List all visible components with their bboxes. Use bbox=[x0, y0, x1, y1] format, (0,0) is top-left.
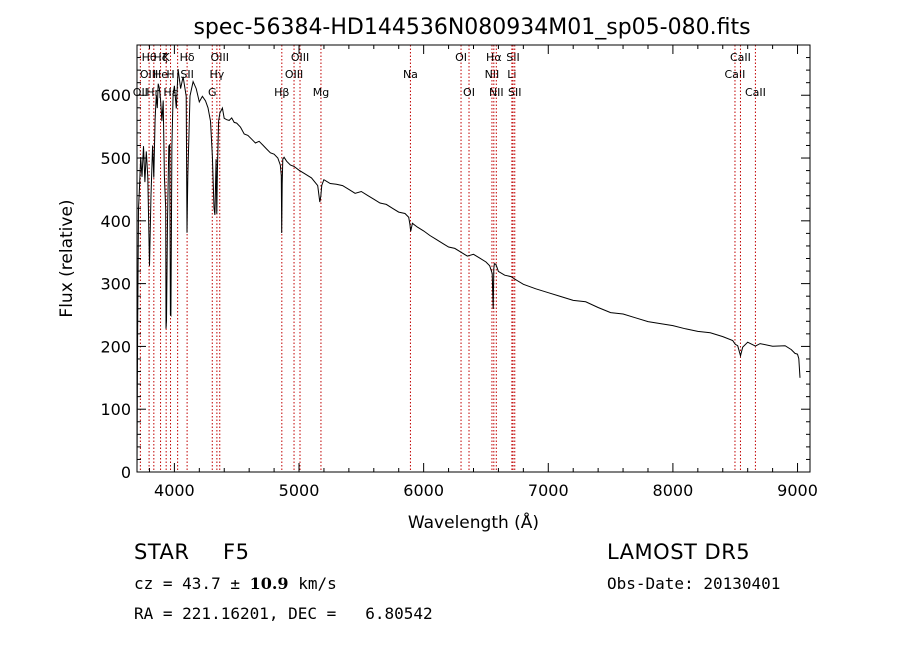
spectral-line-label: NII bbox=[489, 86, 504, 99]
x-axis-label: Wavelength (Å) bbox=[408, 511, 539, 533]
object-subclass: F5 bbox=[223, 540, 250, 564]
spectrum-chart: spec-56384-HD144536N080934M01_sp05-080.f… bbox=[57, 15, 818, 533]
spectral-line-label: He bbox=[153, 68, 168, 81]
y-tick-label: 500 bbox=[100, 149, 131, 168]
observation-date: Obs-Date: 20130401 bbox=[607, 574, 781, 593]
spectral-line-label: Mg bbox=[313, 86, 329, 99]
redshift-prefix: cz = 43.7 ± bbox=[134, 574, 250, 593]
spectral-line-label: CaII bbox=[745, 86, 766, 99]
spectral-line-label: OIII bbox=[285, 68, 303, 81]
y-tick-label: 600 bbox=[100, 86, 131, 105]
x-tick-label: 8000 bbox=[653, 481, 694, 500]
chart-title: spec-56384-HD144536N080934M01_sp05-080.f… bbox=[193, 15, 750, 40]
spectral-line-label: Hβ bbox=[274, 86, 289, 99]
spectral-line-label: SII bbox=[508, 86, 521, 99]
x-tick-label: 5000 bbox=[279, 481, 320, 500]
spectral-line-label: Na bbox=[403, 68, 418, 81]
spectral-line-label: Hδ bbox=[180, 51, 195, 64]
redshift-error: 10.9 bbox=[249, 574, 289, 593]
x-tick-label: 9000 bbox=[777, 481, 818, 500]
x-tick-label: 6000 bbox=[403, 481, 444, 500]
redshift-unit: km/s bbox=[288, 574, 337, 593]
spectral-line-label: NII bbox=[485, 68, 500, 81]
redshift-readout: cz = 43.7 ± 10.9 km/s bbox=[134, 574, 337, 593]
coordinates: RA = 221.16201, DEC = 6.80542 bbox=[134, 604, 433, 623]
y-tick-label: 100 bbox=[100, 400, 131, 419]
y-tick-label: 300 bbox=[100, 275, 131, 294]
survey-name: LAMOST DR5 bbox=[607, 540, 751, 564]
spectral-line-label: G bbox=[208, 86, 217, 99]
x-tick-label: 7000 bbox=[528, 481, 569, 500]
y-axis-label: Flux (relative) bbox=[57, 199, 77, 317]
spectral-line-label: H bbox=[166, 68, 174, 81]
y-tick-label: 400 bbox=[100, 212, 131, 231]
spectral-line-label: CaII bbox=[725, 68, 746, 81]
spectral-line-label: SII bbox=[506, 51, 519, 64]
spectral-line-label: K bbox=[163, 51, 171, 64]
spectral-line-label: OI bbox=[463, 86, 475, 99]
spectral-line-label: Hα bbox=[486, 51, 502, 64]
spectral-line-label: Hθ bbox=[142, 51, 157, 64]
x-tick-label: 4000 bbox=[154, 481, 195, 500]
spectral-line-label: Hζ bbox=[153, 51, 167, 64]
y-tick-label: 200 bbox=[100, 337, 131, 356]
y-tick-label: 0 bbox=[121, 463, 131, 482]
spectral-line-label: OI bbox=[455, 51, 467, 64]
spectral-line-label: Hγ bbox=[209, 68, 224, 81]
spectral-line-label: CaII bbox=[730, 51, 751, 64]
spectral-line-label: OIII bbox=[291, 51, 309, 64]
object-class: STAR bbox=[134, 540, 190, 564]
spectrum-series bbox=[136, 69, 801, 473]
spectral-line-label: Li bbox=[507, 68, 516, 81]
plot-frame bbox=[136, 44, 811, 473]
spectral-line-label: OIII bbox=[211, 51, 229, 64]
